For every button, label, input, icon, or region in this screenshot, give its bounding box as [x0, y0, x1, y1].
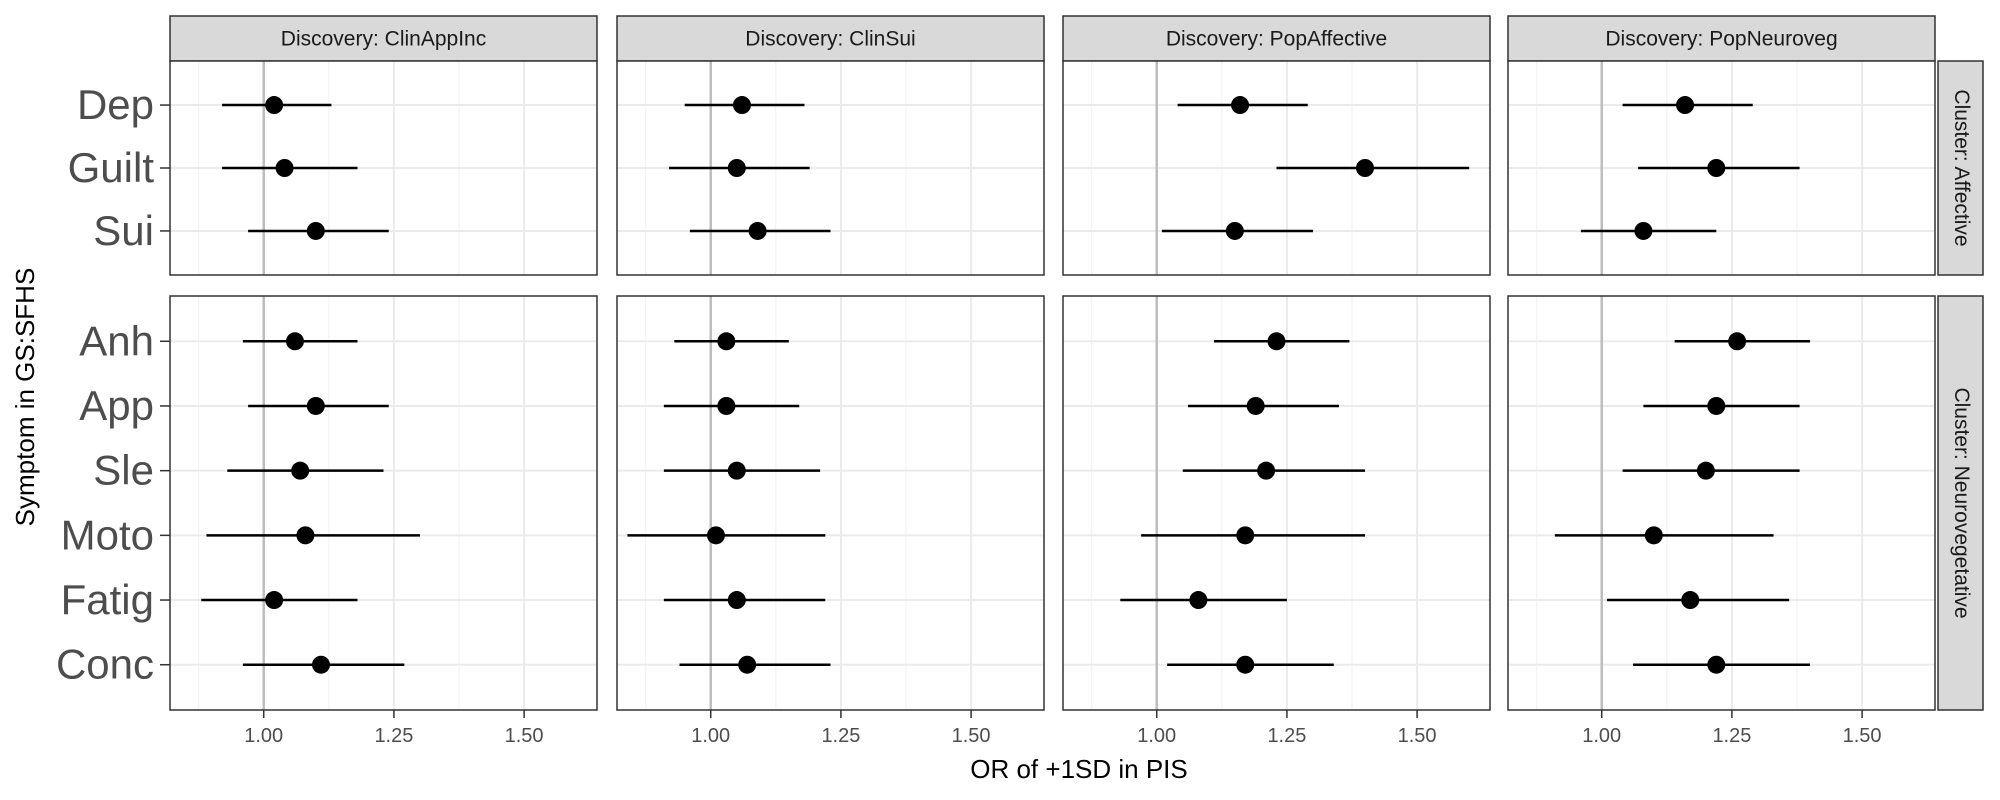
- x-tick-label: 1.00: [1582, 725, 1621, 747]
- panel-discovery-clinsui-cluster-affective: [616, 60, 1045, 276]
- x-tick-label: 1.25: [821, 725, 860, 747]
- point-discovery-clinappinc-conc: [312, 655, 331, 674]
- panel-background: [617, 296, 1044, 710]
- facet-panels: Discovery: ClinAppInc Discovery: ClinSui D…: [56, 15, 1984, 747]
- x-tick-label: 1.50: [1843, 725, 1882, 747]
- point-discovery-popneuroveg-guilt: [1707, 159, 1726, 177]
- point-discovery-popneuroveg-app: [1707, 396, 1726, 415]
- facet-strip-label-discovery-popaffective: Discovery: PopAffective: [1166, 28, 1387, 51]
- point-discovery-popneuroveg-sui: [1634, 221, 1653, 240]
- point-discovery-popneuroveg-dep: [1676, 96, 1695, 115]
- x-tick-label: 1.25: [1712, 725, 1751, 747]
- point-discovery-clinsui-moto: [706, 526, 725, 545]
- panel-border: [1507, 60, 1936, 276]
- y-tick-label-sui: Sui: [93, 207, 154, 254]
- y-tick-label-guilt: Guilt: [68, 144, 155, 191]
- facet-strip-label-discovery-clinappinc: Discovery: ClinAppInc: [281, 28, 486, 51]
- point-discovery-clinappinc-guilt: [275, 159, 294, 177]
- point-discovery-popneuroveg-fatig: [1681, 591, 1700, 610]
- y-tick-label-dep: Dep: [77, 81, 154, 128]
- x-tick-label: 1.50: [952, 725, 991, 747]
- point-discovery-clinappinc-app: [306, 396, 325, 415]
- panel-border: [616, 295, 1045, 711]
- x-tick-label: 1.25: [1267, 725, 1306, 747]
- point-discovery-popaffective-anh: [1267, 332, 1286, 351]
- panel-border: [1507, 295, 1936, 711]
- point-discovery-clinappinc-fatig: [265, 591, 284, 610]
- y-tick-label-anh: Anh: [79, 317, 154, 364]
- point-discovery-clinsui-fatig: [727, 591, 746, 610]
- x-axis-title: OR of +1SD in PIS: [970, 754, 1187, 784]
- point-discovery-clinappinc-moto: [296, 526, 315, 545]
- panel-discovery-popneuroveg-cluster-affective: [1507, 60, 1936, 276]
- panel-discovery-popneuroveg-cluster-neurovegetative: [1507, 295, 1936, 711]
- point-discovery-popneuroveg-conc: [1707, 655, 1726, 674]
- point-discovery-clinsui-anh: [717, 332, 736, 351]
- point-discovery-clinsui-app: [717, 396, 736, 415]
- point-discovery-clinappinc-dep: [265, 96, 284, 115]
- x-tick-label: 1.00: [244, 725, 283, 747]
- row-strip-cluster-affective: [1937, 60, 1984, 276]
- facet-strip-discovery-popaffective: [1062, 15, 1491, 62]
- panel-discovery-popaffective-cluster-neurovegetative: [1062, 295, 1491, 711]
- point-discovery-popneuroveg-moto: [1644, 526, 1663, 545]
- point-discovery-clinsui-dep: [732, 96, 751, 115]
- y-tick-label-app: App: [79, 382, 154, 429]
- point-discovery-clinappinc-sle: [291, 461, 310, 480]
- point-discovery-clinappinc-anh: [285, 332, 304, 351]
- point-discovery-popaffective-guilt: [1356, 159, 1375, 177]
- panel-border: [169, 295, 598, 711]
- row-strip-label-cluster-neurovegetative: Cluster: Neurovegetative: [1950, 387, 1973, 618]
- panel-discovery-clinappinc-cluster-affective: [169, 60, 598, 276]
- point-discovery-clinsui-guilt: [727, 159, 746, 177]
- panel-border: [1062, 60, 1491, 276]
- y-axis-title: Symptom in GS:SFHS: [10, 268, 40, 527]
- x-tick-label: 1.50: [505, 725, 544, 747]
- point-discovery-popaffective-dep: [1231, 96, 1250, 115]
- point-discovery-popaffective-moto: [1236, 526, 1255, 545]
- x-tick-label: 1.00: [1137, 725, 1176, 747]
- x-tick-label: 1.25: [374, 725, 413, 747]
- panel-background: [1063, 296, 1490, 710]
- facet-strip-discovery-clinappinc: [169, 15, 598, 62]
- point-discovery-clinsui-conc: [738, 655, 757, 674]
- facet-strip-discovery-clinsui: [616, 15, 1045, 62]
- x-tick-label: 1.00: [691, 725, 730, 747]
- panel-background: [1508, 296, 1935, 710]
- panel-border: [169, 60, 598, 276]
- point-discovery-popaffective-conc: [1236, 655, 1255, 674]
- y-tick-label-moto: Moto: [61, 511, 154, 558]
- panel-discovery-popaffective-cluster-affective: [1062, 60, 1491, 276]
- x-tick-label: 1.50: [1398, 725, 1437, 747]
- y-tick-label-fatig: Fatig: [61, 576, 154, 623]
- panel-discovery-clinsui-cluster-neurovegetative: [616, 295, 1045, 711]
- panel-border: [1062, 295, 1491, 711]
- panel-discovery-clinappinc-cluster-neurovegetative: [169, 295, 598, 711]
- point-discovery-popaffective-fatig: [1189, 591, 1208, 610]
- point-discovery-popaffective-sui: [1225, 221, 1244, 240]
- row-strip-label-cluster-affective: Cluster: Affective: [1950, 89, 1973, 246]
- panel-border: [616, 60, 1045, 276]
- point-discovery-clinsui-sui: [748, 221, 767, 240]
- y-tick-label-conc: Conc: [56, 641, 154, 688]
- point-discovery-clinsui-sle: [727, 461, 746, 480]
- facet-strip-label-discovery-clinsui: Discovery: ClinSui: [745, 28, 915, 51]
- point-discovery-popaffective-sle: [1257, 461, 1276, 480]
- panel-background: [170, 296, 597, 710]
- point-discovery-clinappinc-sui: [306, 221, 325, 240]
- point-discovery-popneuroveg-sle: [1696, 461, 1715, 480]
- point-discovery-popneuroveg-anh: [1728, 332, 1747, 351]
- facet-strip-discovery-popneuroveg: [1507, 15, 1936, 62]
- facet-strip-label-discovery-popneuroveg: Discovery: PopNeuroveg: [1605, 28, 1837, 51]
- row-strip-cluster-neurovegetative: [1937, 295, 1984, 711]
- point-discovery-popaffective-app: [1246, 396, 1265, 415]
- y-tick-label-sle: Sle: [93, 447, 154, 494]
